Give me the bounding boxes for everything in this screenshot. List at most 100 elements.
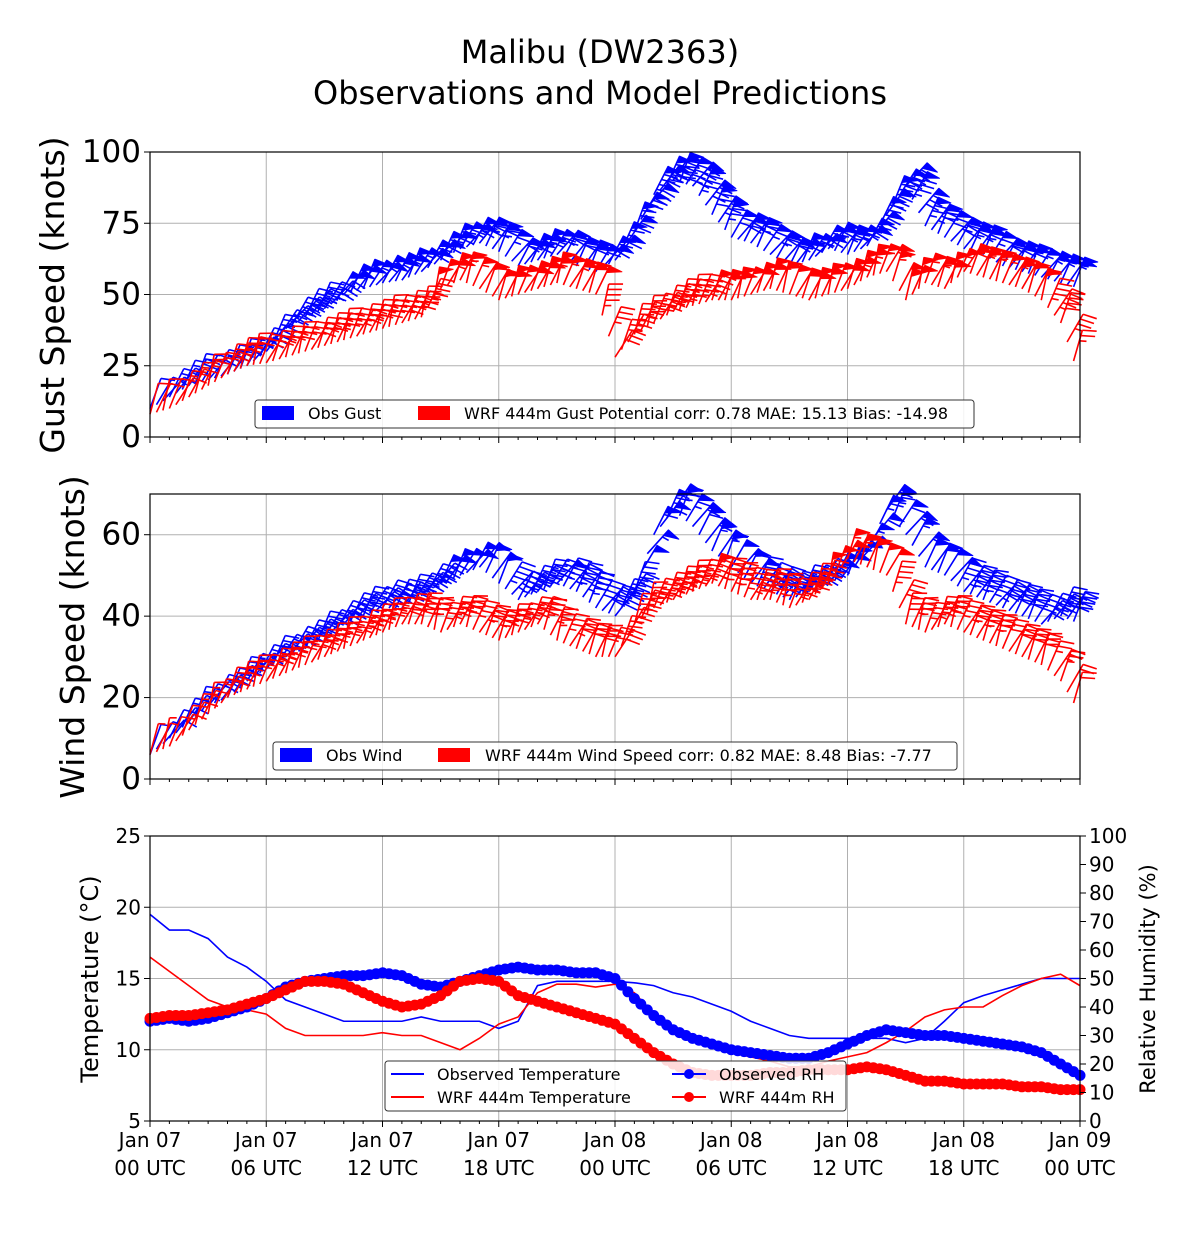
x-tick-label-time: 06 UTC — [231, 1156, 302, 1180]
wrf-barb — [891, 560, 917, 592]
legend-label-obs-gust: Obs Gust — [308, 404, 381, 423]
obs-barb — [594, 579, 626, 609]
x-tick-label-date: Jan 07 — [233, 1128, 298, 1152]
wrf-barb — [769, 257, 792, 289]
obs-barb — [937, 203, 964, 234]
wrf-barb — [614, 329, 647, 358]
wrf-barb — [646, 294, 669, 327]
y-tick-label: 40 — [102, 598, 141, 634]
gust-barbs — [149, 151, 1099, 415]
wrf-barb — [588, 261, 612, 293]
obs-barb — [485, 543, 513, 574]
wrf-barb — [885, 547, 915, 576]
wrf-barb — [724, 268, 747, 301]
wind-panel: 0 20 40 60 Wind Speed (knots) Obs Wind WRF … — [53, 475, 1100, 799]
legend-label-observed-temperature: Observed Temperature — [437, 1065, 620, 1084]
legend-swatch-wrf-gust — [418, 406, 450, 420]
obs-barb — [924, 196, 952, 227]
x-tick-labels: Jan 07 00 UTC Jan 07 06 UTC Jan 07 12 UTC Jan … — [114, 1128, 1115, 1180]
x-tick-label-date: Jan 08 — [698, 1128, 763, 1152]
obs-barb — [756, 217, 783, 248]
wrf-barb — [459, 595, 489, 625]
wrf-barb — [846, 528, 871, 560]
y-tick-label: 0 — [121, 761, 141, 797]
wrf-barb — [426, 277, 455, 309]
wrf-barb — [924, 252, 950, 284]
y-tick-label: 25 — [102, 348, 141, 384]
wrf-barb — [530, 260, 556, 291]
wrf-barb — [937, 255, 961, 288]
legend-swatch-wrf-wind — [438, 748, 470, 762]
wrf-barb — [1059, 650, 1086, 682]
y-tick-label: 60 — [102, 517, 141, 553]
obs-barb — [872, 512, 905, 538]
wrf-barb — [517, 602, 545, 633]
obs-barb — [872, 210, 905, 237]
rh-tick-label: 50 — [1089, 967, 1114, 991]
rh-tick-label: 0 — [1089, 1109, 1102, 1133]
wrf-barb — [814, 266, 837, 299]
rh-tick-label: 100 — [1089, 824, 1127, 848]
wrf-barb — [1040, 268, 1062, 301]
y-tick-label: 10 — [116, 1038, 141, 1062]
wrf-barb — [653, 577, 680, 609]
wrf-barb — [375, 603, 399, 636]
obs-barb — [640, 544, 670, 574]
y-tick-label: 5 — [128, 1109, 141, 1133]
wrf-barb — [633, 302, 657, 335]
figure-title-line2: Observations and Model Predictions — [313, 74, 887, 112]
wrf-barb — [879, 542, 905, 574]
wrf-barb — [659, 291, 692, 320]
wrf-barb — [1034, 633, 1064, 663]
temperature-y-axis-label: Temperature (°C) — [76, 875, 104, 1083]
wrf-barb — [711, 552, 736, 584]
legend-label-wrf-rh: WRF 444m RH — [719, 1088, 835, 1107]
wrf-barb — [898, 578, 929, 609]
wrf-barb — [607, 306, 636, 337]
obs-barb — [730, 539, 760, 568]
obs-barb — [685, 156, 715, 185]
x-tick-label-time: 00 UTC — [579, 1156, 650, 1180]
gust-panel: 0 25 50 75 100 Gust Speed (knots) Obs Gust W… — [33, 134, 1099, 455]
obs-barb — [614, 234, 646, 261]
obs-barb — [698, 166, 727, 197]
wrf-barb — [1066, 313, 1097, 343]
obs-barb — [717, 529, 749, 557]
x-tick-label-time: 18 UTC — [463, 1156, 534, 1180]
wrf-barb — [982, 246, 1006, 278]
rh-tick-label: 80 — [1089, 881, 1114, 905]
x-tick-label-time: 12 UTC — [812, 1156, 883, 1180]
wrf-barb — [433, 266, 454, 299]
legend-label-wrf-wind: WRF 444m Wind Speed corr: 0.82 MAE: 8.48… — [485, 746, 932, 765]
wrf-barb — [1059, 291, 1086, 324]
obs-barb — [491, 551, 523, 579]
wrf-barb — [950, 595, 973, 628]
wrf-barb — [859, 249, 882, 282]
wrf-444m-temperature-line — [149, 956, 1081, 1068]
wrf-barb — [1046, 640, 1075, 671]
wrf-barb — [207, 681, 229, 715]
y-tick-label: 15 — [116, 967, 141, 991]
wrf-barb — [827, 551, 848, 584]
figure-title-line1: Malibu (DW2363) — [461, 33, 739, 71]
temperature-legend: Observed Temperature WRF 444m Temperatur… — [384, 1060, 847, 1112]
x-tick-label-time: 00 UTC — [114, 1156, 185, 1180]
wrf-barb — [1046, 277, 1075, 309]
obs-barb — [504, 561, 536, 590]
x-tick-label-date: Jan 08 — [814, 1128, 879, 1152]
wrf-barb — [168, 378, 196, 409]
obs-barb — [678, 485, 704, 516]
wrf-barb — [956, 599, 985, 631]
y-tick-label: 100 — [82, 134, 141, 170]
legend-label-wrf-gust: WRF 444m Gust Potential corr: 0.78 MAE: … — [464, 404, 948, 423]
wrf-barb — [543, 255, 567, 288]
y-tick-label: 50 — [102, 277, 141, 313]
obs-barb — [724, 199, 750, 231]
obs-barb — [911, 170, 941, 200]
y-tick-label: 75 — [102, 205, 141, 241]
temperature-y-ticks: 5 10 15 20 25 — [116, 824, 150, 1133]
obs-barb — [937, 542, 964, 574]
legend-marker-observed-rh — [684, 1069, 694, 1079]
wrf-barb — [995, 249, 1017, 282]
wrf-barb — [1072, 329, 1097, 362]
